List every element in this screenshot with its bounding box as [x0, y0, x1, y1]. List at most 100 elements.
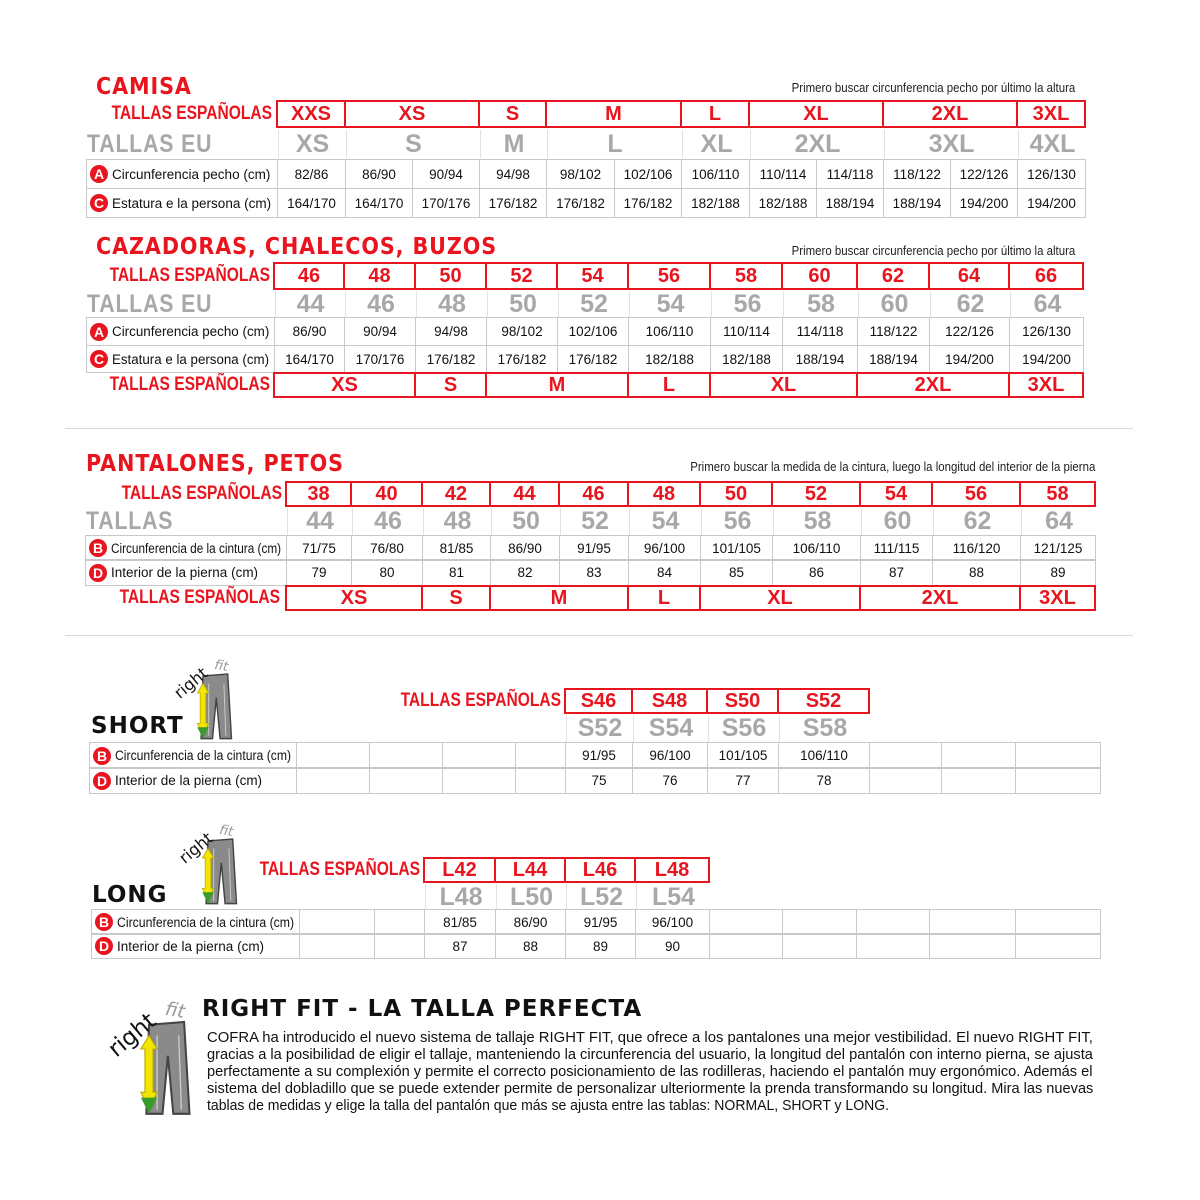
measure-value-cell: 81: [422, 559, 491, 586]
measure-value-cell: 71/75: [286, 535, 352, 561]
rightfit-paragraph: COFRA ha introducido el nuevo sistema de…: [207, 1029, 1093, 1119]
eu-size-cell: 2XL: [750, 130, 884, 158]
paragraph-line: COFRA ha introducido el nuevo sistema de…: [207, 1029, 1093, 1046]
measure-value-cell: 188/194: [816, 188, 884, 218]
tallas-eu-label: TALLAS: [86, 507, 174, 535]
eu-size-cell: 54: [629, 507, 701, 535]
measure-value-cell: 182/188: [628, 345, 711, 373]
measure-value-cell: [856, 933, 930, 959]
eu-size-cell: 48: [423, 507, 491, 535]
paragraph-line: perfectamente a su complexión y permite …: [207, 1063, 1093, 1080]
eu-size-cell: 54: [629, 290, 711, 318]
eu-size-cell: 3XL: [884, 130, 1018, 158]
measure-value-cell: [869, 767, 942, 794]
spanish-size-cell: 46: [558, 481, 629, 507]
measure-value-cell: [374, 909, 425, 935]
eu-size-cell: L54: [636, 883, 710, 911]
measure-value-cell: 94/98: [479, 159, 547, 189]
eu-size-cell: 62: [933, 507, 1021, 535]
spanish-size-cell: 64: [928, 262, 1010, 290]
spanish-size-cell: 58: [1019, 481, 1096, 507]
letter-size-cell: XL: [699, 585, 861, 611]
measure-value-cell: 78: [778, 767, 870, 794]
measure-value-cell: [856, 909, 930, 935]
measure-value-cell: 126/130: [1009, 317, 1084, 346]
measure-value-cell: 86/90: [495, 909, 566, 935]
measure-value-cell: 90/94: [344, 317, 416, 346]
measure-value-cell: 182/188: [681, 188, 750, 218]
spanish-size-cell: 54: [556, 262, 629, 290]
measure-label-cell: A Circunferencia pecho (cm): [86, 317, 275, 346]
measure-value-cell: [1015, 767, 1101, 794]
letter-size-cell: S: [421, 585, 491, 611]
letter-size-cell: S: [414, 372, 487, 398]
measure-value-cell: 90/94: [412, 159, 480, 189]
measure-value-cell: 98/102: [486, 317, 558, 346]
measure-value-cell: [709, 933, 783, 959]
badge-d-icon: D: [89, 563, 107, 582]
spanish-size-cell: 38: [285, 481, 352, 507]
tallas-eu-label: TALLAS EU: [87, 129, 213, 158]
eu-size-cell: XS: [278, 130, 346, 158]
eu-size-cell: 4XL: [1018, 130, 1086, 158]
measure-value-cell: 118/122: [857, 317, 930, 346]
measure-value-cell: 102/106: [557, 317, 629, 346]
measure-value-cell: [299, 933, 375, 959]
tallas-espanolas-bottom-label: TALLAS ESPAÑOLAS: [109, 374, 271, 395]
measure-value-cell: 85: [700, 559, 773, 586]
measure-value-cell: 86/90: [490, 535, 560, 561]
measure-value-cell: 176/182: [557, 345, 629, 373]
measure-value-cell: 87: [424, 933, 496, 959]
measure-value-cell: 84: [628, 559, 701, 586]
measure-value-cell: [782, 933, 857, 959]
eu-size-cell: 58: [773, 507, 861, 535]
measure-value-cell: [1015, 742, 1101, 769]
rightfit-logo-large: right fit: [95, 995, 203, 1117]
letter-size-cell: 3XL: [1019, 585, 1096, 611]
measure-value-cell: 164/170: [277, 188, 346, 218]
badge-c-icon: C: [90, 194, 108, 212]
spanish-size-cell: 60: [781, 262, 858, 290]
measure-value-cell: [296, 767, 370, 794]
measure-value-cell: 77: [707, 767, 779, 794]
measure-value-cell: [782, 909, 857, 935]
measure-label-cell: A Circunferencia pecho (cm): [86, 159, 278, 189]
spanish-size-cell: 48: [343, 262, 416, 290]
measure-value-cell: 101/105: [700, 535, 773, 561]
measure-value-cell: [515, 742, 566, 769]
tallas-espanolas-label: TALLAS ESPAÑOLAS: [111, 103, 273, 124]
badge-a-icon: A: [90, 165, 108, 183]
svg-text:fit: fit: [218, 823, 235, 840]
short-rightfit-logo: right fit: [165, 655, 241, 741]
measure-value-cell: 101/105: [707, 742, 779, 769]
spanish-size-cell: 58: [709, 262, 783, 290]
eu-size-cell: S58: [779, 714, 870, 742]
measure-label: Interior de la pierna (cm): [111, 565, 259, 580]
eu-size-cell: L: [547, 130, 682, 158]
spanish-size-cell: 66: [1008, 262, 1084, 290]
measure-value-cell: 122/126: [929, 317, 1010, 346]
measure-value-cell: [442, 742, 516, 769]
measure-value-cell: 83: [559, 559, 629, 586]
letter-size-cell: XL: [709, 372, 858, 398]
spanish-size-cell: XXS: [276, 100, 346, 128]
spanish-size-cell: L46: [564, 857, 636, 883]
tallas-espanolas-label: TALLAS ESPAÑOLAS: [109, 265, 271, 286]
spanish-size-cell: XL: [748, 100, 884, 128]
measure-value-cell: 114/118: [782, 317, 858, 346]
eu-size-cell: L50: [496, 883, 566, 911]
measure-value-cell: 194/200: [929, 345, 1010, 373]
measure-value-cell: 87: [860, 559, 933, 586]
paragraph-line: gracias a la posibilidad de eligir el ta…: [207, 1046, 1093, 1063]
pantalones-note: Primero buscar la medida de la cintura, …: [690, 459, 1096, 474]
paragraph-line: sistema del dobladillo que se puede exte…: [207, 1080, 1094, 1097]
eu-size-cell: M: [480, 130, 547, 158]
tallas-espanolas-label: TALLAS ESPAÑOLAS: [400, 690, 561, 711]
measure-value-cell: 79: [286, 559, 352, 586]
eu-size-cell: S: [346, 130, 480, 158]
cazadoras-note: Primero buscar circunferencia pecho por …: [791, 243, 1076, 258]
eu-size-cell: L48: [425, 883, 496, 911]
measure-value-cell: [941, 767, 1016, 794]
measure-value-cell: 188/194: [857, 345, 930, 373]
letter-size-cell: XS: [273, 372, 416, 398]
